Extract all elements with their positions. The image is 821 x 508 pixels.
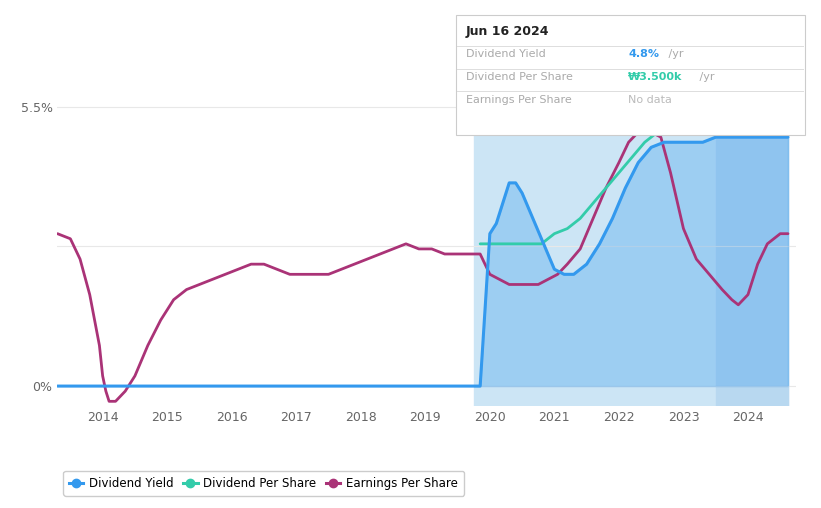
Text: Jun 16 2024: Jun 16 2024: [466, 24, 549, 38]
Text: 4.8%: 4.8%: [628, 49, 659, 59]
Text: /yr: /yr: [696, 72, 715, 82]
Text: Earnings Per Share: Earnings Per Share: [466, 94, 571, 105]
Bar: [474, 66, 788, 406]
Text: /yr: /yr: [665, 49, 684, 59]
Bar: [716, 66, 788, 406]
Text: Dividend Yield: Dividend Yield: [466, 49, 545, 59]
Text: No data: No data: [628, 94, 672, 105]
Text: Dividend Per Share: Dividend Per Share: [466, 72, 572, 82]
Text: Past: Past: [757, 115, 783, 129]
Legend: Dividend Yield, Dividend Per Share, Earnings Per Share: Dividend Yield, Dividend Per Share, Earn…: [63, 471, 464, 496]
Text: ₩3.500k: ₩3.500k: [628, 72, 682, 82]
